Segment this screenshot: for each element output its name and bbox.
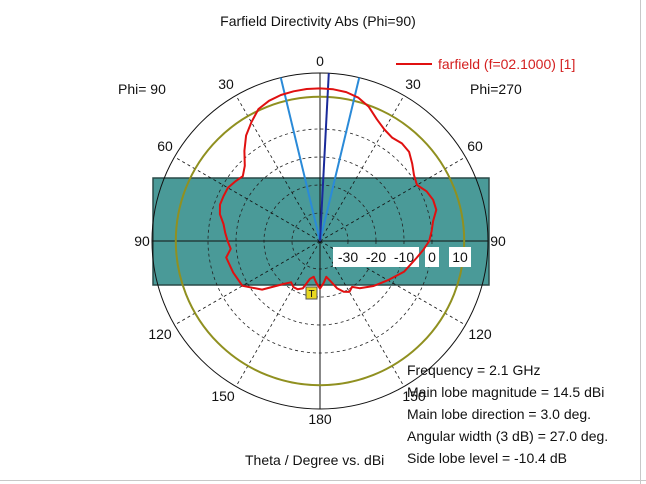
grid-spoke-300 xyxy=(174,156,321,242)
angle-label: 180 xyxy=(308,411,332,427)
radial-tick-label: 10 xyxy=(449,247,471,267)
radial-tick-bg xyxy=(449,247,471,267)
marker-box xyxy=(305,286,318,300)
radial-tick-text: 10 xyxy=(452,249,468,265)
grid-spoke-240 xyxy=(174,240,321,326)
angle-label: 30 xyxy=(405,76,421,92)
chart-title: Farfield Directivity Abs (Phi=90) xyxy=(220,13,416,29)
angle-label: 90 xyxy=(134,233,150,249)
info-panel: Frequency = 2.1 GHz Main lobe magnitude … xyxy=(407,362,608,466)
radial-tick-bg xyxy=(425,247,439,267)
angle-label: 150 xyxy=(402,388,426,404)
angle-label: 120 xyxy=(148,326,172,342)
radial-tick-label: -30 xyxy=(333,247,363,267)
angle-label: 120 xyxy=(468,326,492,342)
radial-tick-text: -20 xyxy=(366,249,386,265)
legend: farfield (f=02.1000) [1] xyxy=(396,56,575,72)
marker-label: T xyxy=(308,289,314,300)
radial-tick-text: 0 xyxy=(428,249,436,265)
info-side-lobe-level: Side lobe level = -10.4 dB xyxy=(407,450,567,466)
grid-spoke-330 xyxy=(235,95,321,242)
radial-tick-label: -20 xyxy=(361,247,391,267)
phi-left-label: Phi= 90 xyxy=(118,81,166,97)
grid-spoke-30 xyxy=(319,95,405,242)
info-angular-width: Angular width (3 dB) = 27.0 deg. xyxy=(407,428,608,444)
beamwidth-line-1 xyxy=(319,77,361,242)
legend-label: farfield (f=02.1000) [1] xyxy=(438,56,575,72)
radial-tick-bg xyxy=(333,247,363,267)
angle-label: 60 xyxy=(467,138,483,154)
angle-label: 60 xyxy=(157,138,173,154)
grid-spoke-210 xyxy=(235,240,321,387)
info-main-lobe-magnitude: Main lobe magnitude = 14.5 dBi xyxy=(407,384,604,400)
series-line-0 xyxy=(218,87,438,293)
angle-label: 0 xyxy=(316,53,324,69)
info-main-lobe-direction: Main lobe direction = 3.0 deg. xyxy=(407,406,591,422)
main-lobe-line xyxy=(319,73,330,242)
radial-tick-text: -30 xyxy=(338,249,358,265)
grid-spoke-120 xyxy=(319,240,466,326)
radial-tick-label: 0 xyxy=(425,247,439,267)
marker: T xyxy=(305,286,318,300)
phi-right-label: Phi=270 xyxy=(470,81,522,97)
beamwidth-line-0 xyxy=(279,77,321,242)
x-axis-label: Theta / Degree vs. dBi xyxy=(245,452,384,468)
grid-spoke-150 xyxy=(319,240,405,387)
radial-tick-label: -10 xyxy=(389,247,419,267)
angle-label: 30 xyxy=(218,76,234,92)
bottom-frame-edge xyxy=(0,480,646,481)
grid-spoke-60 xyxy=(319,156,466,242)
info-frequency: Frequency = 2.1 GHz xyxy=(407,362,540,378)
right-frame-edge xyxy=(640,0,641,484)
angle-label: 90 xyxy=(490,233,506,249)
radial-tick-bg xyxy=(361,247,391,267)
radial-tick-bg xyxy=(389,247,419,267)
threedb-circle xyxy=(174,95,466,387)
radial-tick-text: -10 xyxy=(394,249,414,265)
angle-label: 150 xyxy=(211,388,235,404)
